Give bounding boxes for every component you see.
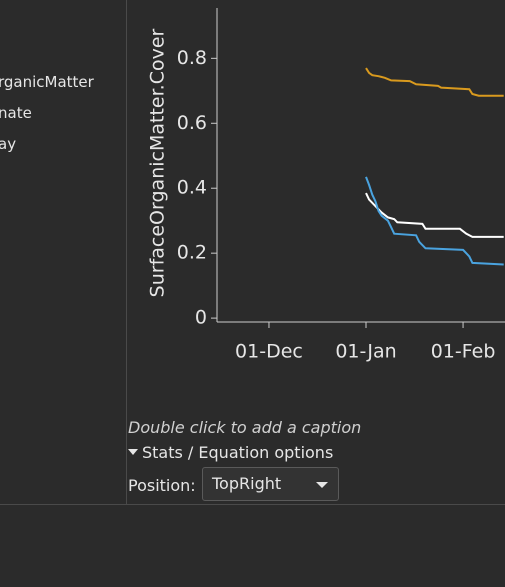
y-tick-label: 0.8 xyxy=(177,47,207,69)
x-tick-label: 01-Feb xyxy=(431,341,496,363)
y-tick-label: 0 xyxy=(195,307,207,329)
dropdown-value: TopRight xyxy=(212,474,282,493)
tree-item[interactable]: rganicMatter xyxy=(0,73,94,91)
y-tick-label: 0.6 xyxy=(177,112,207,134)
stats-toggle[interactable]: Stats / Equation options xyxy=(128,443,333,462)
sidebar: rganicMatter nate ay xyxy=(0,70,94,163)
y-tick-label: 0.4 xyxy=(177,177,207,199)
divider xyxy=(0,504,505,505)
x-tick-label: 01-Dec xyxy=(235,341,303,363)
y-tick-label: 0.2 xyxy=(177,242,207,264)
series-line xyxy=(365,67,504,97)
tree-item[interactable]: ay xyxy=(0,135,17,153)
tree-item[interactable]: nate xyxy=(0,104,32,122)
x-tick-label: 01-Jan xyxy=(335,341,396,363)
series-line xyxy=(365,176,504,266)
y-axis-label: SurfaceOrganicMatter.Cover xyxy=(147,28,169,297)
chart: SurfaceOrganicMatter.Cover 0 0.2 0.4 0.6 0.8… xyxy=(147,8,505,363)
stats-label: Stats / Equation options xyxy=(142,443,334,462)
expand-icon xyxy=(128,448,138,455)
caption-hint[interactable]: Double click to add a caption xyxy=(128,418,362,437)
position-dropdown[interactable]: TopRight xyxy=(202,467,339,501)
position-label: Position: xyxy=(128,476,196,495)
dropdown-arrow xyxy=(316,482,328,488)
splitter xyxy=(126,0,127,505)
series-line xyxy=(365,192,504,238)
